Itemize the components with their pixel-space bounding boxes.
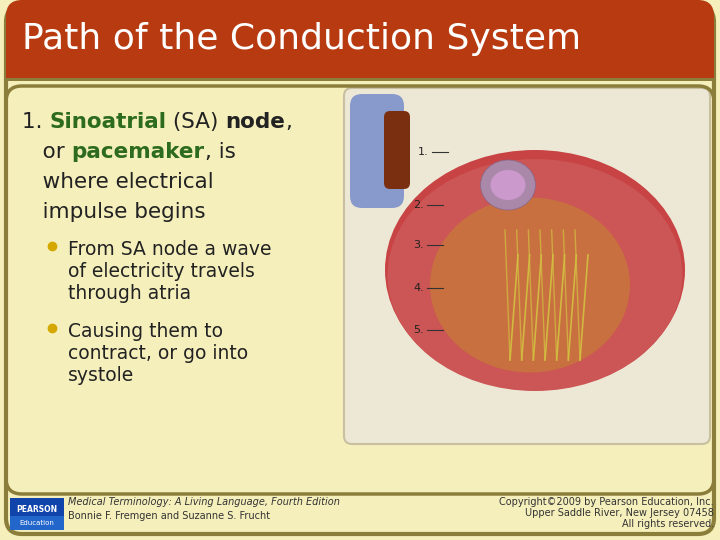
Text: pacemaker: pacemaker bbox=[71, 142, 204, 162]
Text: 1.: 1. bbox=[22, 112, 50, 132]
Text: Causing them to: Causing them to bbox=[68, 322, 223, 341]
Bar bbox=[10, 498, 64, 530]
FancyBboxPatch shape bbox=[384, 111, 410, 189]
Text: contract, or go into: contract, or go into bbox=[68, 344, 248, 363]
Ellipse shape bbox=[480, 160, 536, 210]
Text: Education: Education bbox=[19, 520, 55, 526]
Text: From SA node a wave: From SA node a wave bbox=[68, 240, 271, 259]
Text: node: node bbox=[225, 112, 286, 132]
Text: Copyright©2009 by Pearson Education, Inc.: Copyright©2009 by Pearson Education, Inc… bbox=[500, 497, 714, 507]
Text: or: or bbox=[22, 142, 71, 162]
Text: through atria: through atria bbox=[68, 284, 191, 303]
Bar bbox=[6, 58, 714, 78]
FancyBboxPatch shape bbox=[350, 94, 404, 208]
Ellipse shape bbox=[490, 170, 526, 200]
Text: impulse begins: impulse begins bbox=[22, 202, 206, 222]
Text: systole: systole bbox=[68, 366, 134, 385]
Text: where electrical: where electrical bbox=[22, 172, 214, 192]
Text: Medical Terminology: A Living Language, Fourth Edition: Medical Terminology: A Living Language, … bbox=[68, 497, 340, 507]
Text: 2.: 2. bbox=[413, 200, 424, 210]
Ellipse shape bbox=[430, 198, 630, 373]
FancyBboxPatch shape bbox=[6, 0, 714, 78]
Text: 5.: 5. bbox=[413, 325, 423, 335]
Text: , is: , is bbox=[204, 142, 235, 162]
FancyBboxPatch shape bbox=[344, 88, 710, 444]
Text: Bonnie F. Fremgen and Suzanne S. Frucht: Bonnie F. Fremgen and Suzanne S. Frucht bbox=[68, 511, 270, 521]
Bar bbox=[6, 78, 714, 81]
Text: (SA): (SA) bbox=[166, 112, 225, 132]
Text: Path of the Conduction System: Path of the Conduction System bbox=[22, 22, 581, 56]
Text: Sinoatrial: Sinoatrial bbox=[50, 112, 166, 132]
Text: All rights reserved.: All rights reserved. bbox=[622, 519, 714, 529]
Bar bbox=[10, 516, 64, 530]
Text: ,: , bbox=[286, 112, 292, 132]
Text: of electricity travels: of electricity travels bbox=[68, 262, 255, 281]
Text: 1.: 1. bbox=[418, 147, 428, 157]
Text: 3.: 3. bbox=[413, 240, 423, 250]
Ellipse shape bbox=[385, 150, 685, 390]
FancyBboxPatch shape bbox=[6, 6, 714, 534]
Text: Upper Saddle River, New Jersey 07458: Upper Saddle River, New Jersey 07458 bbox=[525, 508, 714, 518]
Text: 4.: 4. bbox=[413, 283, 424, 293]
Text: PEARSON: PEARSON bbox=[17, 504, 58, 514]
Ellipse shape bbox=[387, 159, 683, 391]
